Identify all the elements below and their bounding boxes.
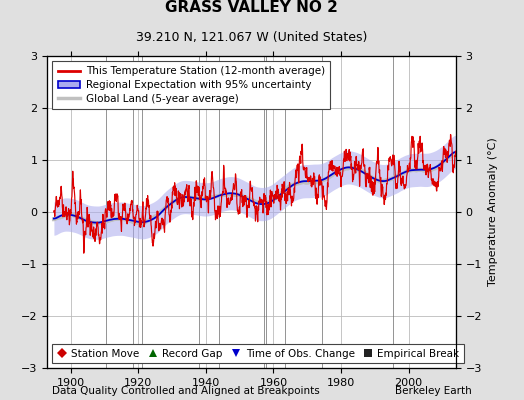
Text: Berkeley Earth: Berkeley Earth: [395, 386, 472, 396]
Y-axis label: Temperature Anomaly (°C): Temperature Anomaly (°C): [488, 138, 498, 286]
Text: Data Quality Controlled and Aligned at Breakpoints: Data Quality Controlled and Aligned at B…: [52, 386, 320, 396]
Text: 39.210 N, 121.067 W (United States): 39.210 N, 121.067 W (United States): [136, 30, 367, 44]
Text: GRASS VALLEY NO 2: GRASS VALLEY NO 2: [165, 0, 338, 16]
Legend: Station Move, Record Gap, Time of Obs. Change, Empirical Break: Station Move, Record Gap, Time of Obs. C…: [52, 344, 464, 363]
